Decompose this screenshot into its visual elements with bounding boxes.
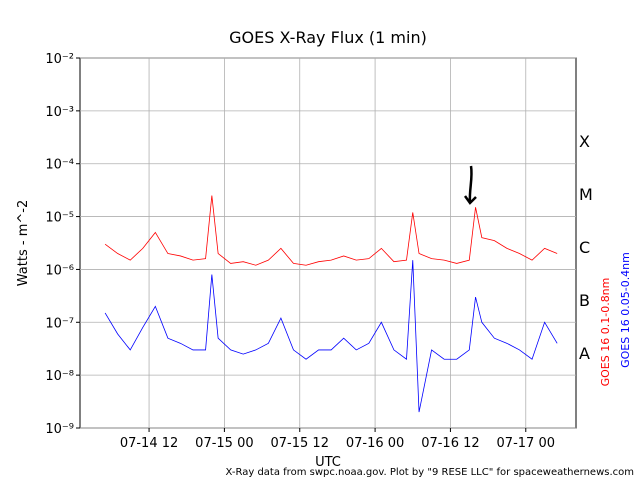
plot-frame [79,57,577,429]
legend-entry: GOES 16 0.1-0.8nm [599,278,612,387]
x-tick-label: 07-14 12 [120,436,178,451]
chart-title: GOES X-Ray Flux (1 min) [229,28,427,47]
footer: X-Ray data from swpc.noaa.gov. Plot by "… [226,467,634,478]
y-tick-label: 10⁻⁵ [45,211,74,226]
flare-class-label: M [579,185,593,204]
y-tick-label: 10⁻⁹ [45,422,74,437]
series-line [104,195,558,266]
y-tick-label: 10⁻² [45,52,74,67]
flare-class-label: X [579,132,590,151]
arrow-annotation [463,165,477,205]
x-tick-label: 07-16 00 [346,436,404,451]
y-tick-label: 10⁻³ [45,105,74,120]
y-tick-label: 10⁻⁷ [45,316,74,331]
flare-class-label: A [579,344,590,363]
x-tick-label: 07-17 00 [497,436,555,451]
y-tick-label: 10⁻⁸ [45,369,74,384]
y-axis-label: Watts - m^-2 [16,200,31,286]
x-tick-label: 07-16 12 [421,436,479,451]
x-axis-label: UTC [315,455,341,470]
flare-class-label: B [579,291,590,310]
y-tick-label: 10⁻⁶ [45,263,74,278]
x-tick-label: 07-15 12 [271,436,329,451]
y-tick-label: 10⁻⁴ [45,158,74,173]
legend-entry: GOES 16 0.05-0.4nm [619,252,632,368]
x-tick-label: 07-15 00 [195,436,253,451]
series-line [104,260,558,413]
flare-class-label: C [579,238,590,257]
